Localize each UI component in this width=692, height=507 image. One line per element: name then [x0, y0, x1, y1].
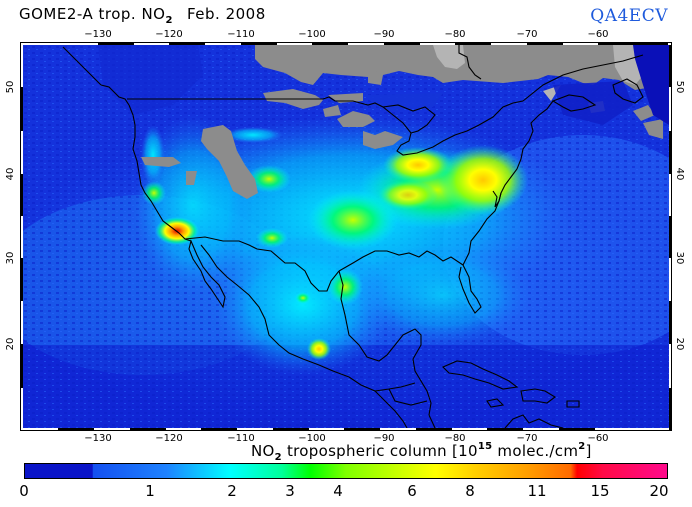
- bottom-longitude-label: −130: [84, 433, 112, 444]
- colorbar-tick-label: 1: [145, 482, 155, 500]
- colorbar-tick-label: 6: [407, 482, 417, 500]
- no2-map: [23, 45, 669, 428]
- bottom-longitude-label: −110: [227, 433, 255, 444]
- bottom-longitude-label: −70: [516, 433, 538, 444]
- title-text: GOME2-A trop. NO: [19, 5, 166, 23]
- colorbar-tick-label: 8: [465, 482, 475, 500]
- map-frame: [20, 42, 672, 431]
- colorbar-title-units-sup: 2: [578, 441, 586, 452]
- colorbar-tick-label: 20: [649, 482, 669, 500]
- top-longitude-label: −130: [84, 29, 112, 40]
- colorbar-title-subscript: 2: [274, 452, 282, 463]
- map-title: GOME2-A trop. NO2 Feb. 2008: [19, 5, 266, 26]
- title-subscript: 2: [165, 15, 173, 26]
- top-longitude-label: −100: [298, 29, 326, 40]
- colorbar-title-middle: tropospheric column [10: [281, 442, 478, 460]
- brand-label: QA4ECV: [590, 6, 668, 26]
- top-longitude-label: −110: [227, 29, 255, 40]
- map-area: [23, 45, 669, 428]
- colorbar-title-prefix: NO: [251, 442, 275, 460]
- bottom-longitude-label: −90: [373, 433, 395, 444]
- top-longitude-label: −70: [516, 29, 538, 40]
- bottom-longitude-label: −60: [587, 433, 609, 444]
- bottom-longitude-label: −100: [298, 433, 326, 444]
- colorbar-tick-label: 3: [285, 482, 295, 500]
- colorbar-tick-label: 2: [227, 482, 237, 500]
- colorbar-title-units: molec./cm: [492, 442, 579, 460]
- top-longitude-label: −90: [373, 29, 395, 40]
- colorbar-title-close: ]: [585, 442, 592, 460]
- colorbar-tick-label: 11: [527, 482, 547, 500]
- colorbar: [24, 463, 668, 479]
- bottom-longitude-label: −120: [155, 433, 183, 444]
- colorbar-tick-label: 0: [19, 482, 29, 500]
- colorbar-tick-label: 4: [333, 482, 343, 500]
- colorbar-title: NO2 tropospheric column [1015 molec./cm2…: [251, 441, 592, 463]
- colorbar-title-superscript: 15: [477, 441, 493, 452]
- top-longitude-label: −60: [587, 29, 609, 40]
- title-date: Feb. 2008: [186, 5, 266, 23]
- colorbar-tick-label: 15: [590, 482, 610, 500]
- top-longitude-label: −80: [444, 29, 466, 40]
- bottom-longitude-label: −80: [444, 433, 466, 444]
- coastlines: [62, 45, 644, 428]
- top-longitude-label: −120: [155, 29, 183, 40]
